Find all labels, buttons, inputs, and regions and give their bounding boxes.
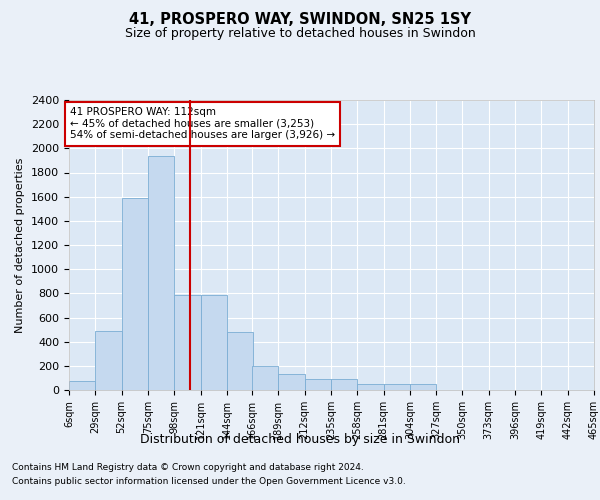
- Text: Contains public sector information licensed under the Open Government Licence v3: Contains public sector information licen…: [12, 478, 406, 486]
- Bar: [383, 384, 410, 390]
- Text: Distribution of detached houses by size in Swindon: Distribution of detached houses by size …: [140, 432, 460, 446]
- Bar: [95, 331, 122, 390]
- Text: Contains HM Land Registry data © Crown copyright and database right 2024.: Contains HM Land Registry data © Crown c…: [12, 462, 364, 471]
- Bar: [227, 332, 253, 390]
- Bar: [410, 384, 436, 390]
- Text: 41 PROSPERO WAY: 112sqm
← 45% of detached houses are smaller (3,253)
54% of semi: 41 PROSPERO WAY: 112sqm ← 45% of detache…: [70, 108, 335, 140]
- Bar: [122, 198, 148, 390]
- Bar: [200, 294, 227, 390]
- Bar: [174, 294, 200, 390]
- Bar: [252, 366, 278, 390]
- Bar: [331, 379, 357, 390]
- Text: Size of property relative to detached houses in Swindon: Size of property relative to detached ho…: [125, 28, 475, 40]
- Bar: [357, 384, 383, 390]
- Bar: [69, 381, 95, 390]
- Bar: [148, 156, 174, 390]
- Bar: [278, 374, 305, 390]
- Y-axis label: Number of detached properties: Number of detached properties: [16, 158, 25, 332]
- Text: 41, PROSPERO WAY, SWINDON, SN25 1SY: 41, PROSPERO WAY, SWINDON, SN25 1SY: [129, 12, 471, 28]
- Bar: [305, 379, 331, 390]
